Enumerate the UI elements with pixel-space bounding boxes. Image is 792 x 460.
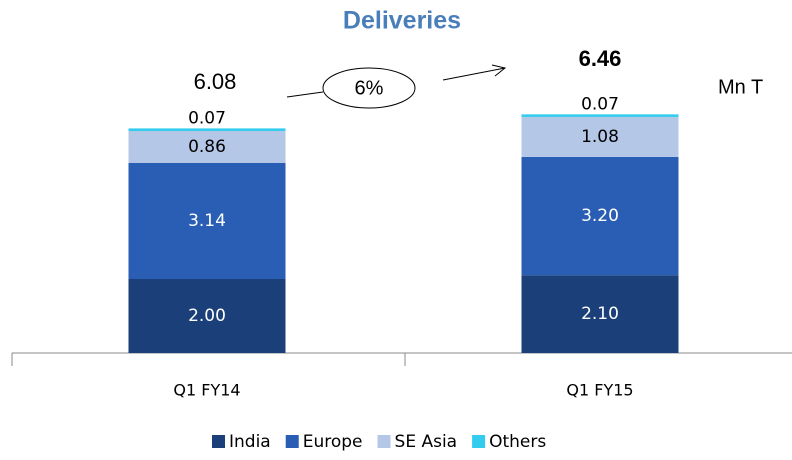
legend-swatch (472, 435, 486, 448)
legend-label: Others (489, 432, 546, 452)
connector (286, 91, 324, 98)
growth-ellipse (322, 67, 416, 109)
total-label: 6.46 (579, 46, 622, 71)
arrow (442, 67, 506, 81)
value-label: 3.14 (188, 211, 226, 231)
value-label: 2.10 (581, 304, 619, 324)
total-label: 6.08 (194, 69, 237, 94)
bar-segment (521, 116, 679, 157)
value-label: 0.07 (581, 94, 619, 114)
legend-swatch (377, 435, 391, 448)
value-label: 3.20 (581, 206, 619, 226)
unit-label: Mn T (718, 76, 763, 98)
chart-title: Deliveries (343, 7, 461, 35)
value-label: 0.86 (188, 137, 226, 157)
legend-swatch (212, 435, 225, 448)
value-label: 1.08 (581, 127, 619, 147)
growth-label: 6% (355, 77, 384, 99)
value-label: 2.00 (188, 306, 226, 326)
legend-label: India (229, 432, 271, 452)
bar-segment (521, 156, 679, 276)
legend-label: Europe (303, 432, 363, 452)
x-tick-label: Q1 FY14 (173, 381, 240, 400)
bar-segment (521, 114, 679, 117)
legend-label: SE Asia (395, 432, 458, 452)
value-label: 0.07 (188, 108, 226, 128)
bar-segment (128, 131, 286, 163)
arrow-head (491, 64, 507, 77)
x-tick-label: Q1 FY15 (566, 381, 633, 400)
legend-swatch (285, 435, 299, 448)
bar-segment (521, 275, 679, 353)
bar-segment (128, 128, 286, 131)
bar-segment (128, 162, 286, 279)
bar-segment (128, 279, 286, 353)
